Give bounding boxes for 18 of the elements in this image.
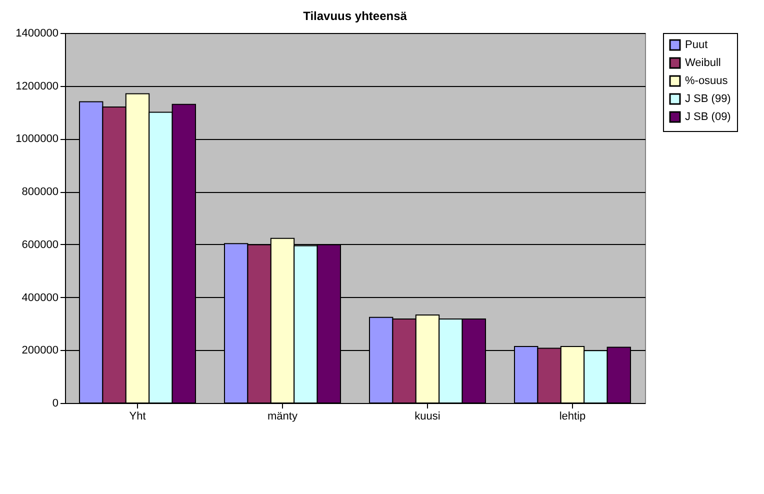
legend-label: J SB (99) xyxy=(685,93,731,105)
x-tick-label: lehtip xyxy=(559,410,586,422)
y-tick-label: 1000000 xyxy=(16,133,58,146)
x-tick-label: mänty xyxy=(268,410,298,422)
y-tick-label: 200000 xyxy=(22,344,58,357)
x-tick-label: kuusi xyxy=(414,410,440,422)
y-tick-label: 1400000 xyxy=(16,28,58,40)
legend-label: %-osuus xyxy=(685,75,728,87)
y-tick-label: 600000 xyxy=(22,238,58,251)
x-tick-label: Yht xyxy=(129,410,146,422)
y-tick-label: 400000 xyxy=(22,292,58,304)
y-tick-label: 0 xyxy=(52,398,58,410)
legend-label: Puut xyxy=(685,39,708,51)
y-tick-label: 800000 xyxy=(22,186,58,198)
legend-label: J SB (09) xyxy=(685,111,731,123)
y-tick-label: 1200000 xyxy=(16,80,58,92)
chart-title: Tilavuus yhteensä xyxy=(303,9,408,23)
legend-label: Weibull xyxy=(685,57,721,69)
